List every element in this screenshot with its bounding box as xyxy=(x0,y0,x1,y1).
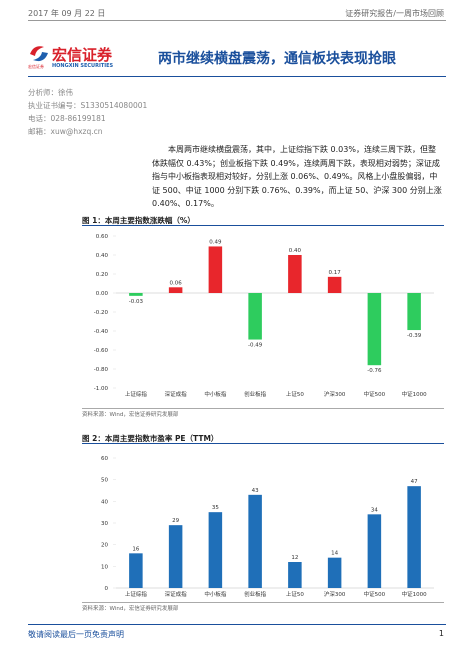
data-label: 12 xyxy=(291,555,298,561)
x-tick-label: 中证1000 xyxy=(402,390,427,398)
x-tick-label: 深证成指 xyxy=(165,590,188,598)
figure-rule xyxy=(82,443,444,444)
chart: 0 10 20 30 40 50 60 上证综指 16 深证成指 29 中小板指 35 创业板指 43 上证5… xyxy=(101,456,434,598)
source: 资料来源：Wind，宏信证券研究发展部 xyxy=(82,606,179,612)
data-label: -0.39 xyxy=(407,333,422,339)
y-tick-label: 60 xyxy=(101,456,108,462)
figure-title: 图 1：本周主要指数涨跌幅（%） xyxy=(82,216,195,225)
date: 2017 年 09 月 22 日 xyxy=(28,9,106,18)
bar xyxy=(288,562,302,588)
bar xyxy=(327,276,342,293)
x-tick-label: 中小板指 xyxy=(204,390,227,398)
y-tick-label: 0.60 xyxy=(96,234,109,240)
data-label: -0.76 xyxy=(367,368,382,374)
data-label: -0.03 xyxy=(129,299,144,305)
logo-short: 宏信证券 xyxy=(28,64,44,69)
bar xyxy=(168,525,183,588)
bar xyxy=(367,293,382,366)
x-tick-label: 上证50 xyxy=(286,390,304,398)
bar xyxy=(129,293,143,296)
category: 证券研究报告/一周市场回顾 xyxy=(345,9,444,18)
summary: 本周两市继续横盘震荡，其中，上证综指下跌 0.03%，连续三周下跌，但整体跌幅仅… xyxy=(152,145,442,208)
data-label: 34 xyxy=(371,507,378,513)
figure-rule xyxy=(82,225,444,226)
data-label: 43 xyxy=(252,488,259,494)
x-tick-label: 中证1000 xyxy=(402,590,427,598)
x-tick-label: 上证综指 xyxy=(125,390,148,398)
bar xyxy=(327,557,342,588)
y-tick-label: -0.40 xyxy=(94,329,109,335)
data-label: 0.49 xyxy=(209,239,222,245)
footer-note: 敬请阅读最后一页免责声明 xyxy=(28,630,124,639)
bar xyxy=(208,512,223,588)
data-label: 0.06 xyxy=(170,280,183,286)
logo-english: HONGXIN SECURITIES xyxy=(52,63,114,69)
analyst-line: 邮箱：xuw@hxzq.cn xyxy=(28,127,103,136)
source: 资料来源：Wind，宏信证券研究发展部 xyxy=(82,412,179,418)
figure-title: 图 2：本周主要指数市盈率 PE（TTM） xyxy=(82,434,219,443)
bar xyxy=(407,486,421,588)
data-label: 14 xyxy=(331,551,338,557)
data-label: 35 xyxy=(212,505,219,511)
bar xyxy=(129,553,143,588)
x-tick-label: 沪深300 xyxy=(324,590,346,598)
logo-icon xyxy=(30,46,48,62)
data-label: -0.49 xyxy=(248,343,263,349)
bar xyxy=(288,255,302,293)
title: 两市继续横盘震荡，通信板块表现抢眼 xyxy=(158,51,396,67)
data-label: 47 xyxy=(411,479,418,485)
y-tick-label: -1.00 xyxy=(94,386,109,392)
footer-rule xyxy=(28,624,446,625)
x-tick-label: 中证500 xyxy=(364,590,386,598)
x-tick-label: 沪深300 xyxy=(324,390,346,398)
bar xyxy=(248,494,262,588)
header-rule xyxy=(28,20,446,21)
y-tick-label: -0.20 xyxy=(94,310,109,316)
bar xyxy=(168,287,183,293)
y-tick-label: -0.60 xyxy=(94,348,109,354)
data-label: 0.40 xyxy=(289,248,302,254)
y-tick-label: 0.20 xyxy=(96,272,109,278)
analyst-line: 分析师：徐伟 xyxy=(28,88,73,97)
y-tick-label: 30 xyxy=(101,521,108,527)
figure-rule xyxy=(82,408,444,409)
y-tick-label: 0.00 xyxy=(96,291,109,297)
x-tick-label: 上证50 xyxy=(286,590,304,598)
y-tick-label: 0 xyxy=(105,586,109,592)
x-tick-label: 上证综指 xyxy=(125,590,148,598)
y-tick-label: -0.80 xyxy=(94,367,109,373)
page-number: 1 xyxy=(438,629,444,638)
analyst-line: 电话：028-86199181 xyxy=(28,114,106,123)
analyst-block: 分析师：徐伟执业证书编号：S1330514080001 电话：028-861991… xyxy=(28,86,147,138)
bar xyxy=(208,246,223,293)
bar xyxy=(248,293,262,340)
y-tick-label: 20 xyxy=(101,543,108,549)
x-tick-label: 创业板指 xyxy=(244,590,267,598)
y-tick-label: 10 xyxy=(101,564,108,570)
data-label: 29 xyxy=(172,518,179,524)
title-rule xyxy=(28,76,446,77)
chart: -1.00 -0.80 -0.60 -0.40 -0.20 0.00 0.20 0.40 0.6… xyxy=(94,234,434,398)
figure-rule xyxy=(82,602,444,603)
y-tick-label: 40 xyxy=(101,499,108,505)
analyst-line: 执业证书编号：S1330514080001 xyxy=(28,101,148,110)
y-tick-label: 50 xyxy=(101,478,108,484)
x-tick-label: 中证500 xyxy=(364,390,386,398)
logo-name: 宏信证券 xyxy=(52,46,113,64)
y-tick-label: 0.40 xyxy=(96,253,109,259)
bar xyxy=(407,293,421,331)
data-label: 0.17 xyxy=(329,270,342,276)
x-tick-label: 创业板指 xyxy=(244,390,267,398)
bar xyxy=(367,514,382,588)
x-tick-label: 深证成指 xyxy=(165,390,188,398)
x-tick-label: 中小板指 xyxy=(204,590,227,598)
data-label: 16 xyxy=(132,546,139,552)
